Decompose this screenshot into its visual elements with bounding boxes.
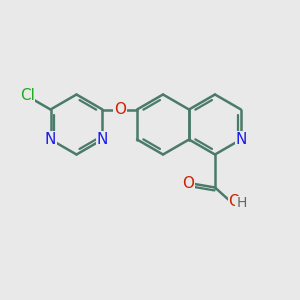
Text: H: H <box>236 196 247 210</box>
Text: Cl: Cl <box>20 88 34 104</box>
Text: N: N <box>97 132 108 147</box>
Text: O: O <box>229 194 241 208</box>
Text: N: N <box>235 132 247 147</box>
Text: N: N <box>45 132 56 147</box>
Text: O: O <box>183 176 195 191</box>
Text: O: O <box>114 102 126 117</box>
